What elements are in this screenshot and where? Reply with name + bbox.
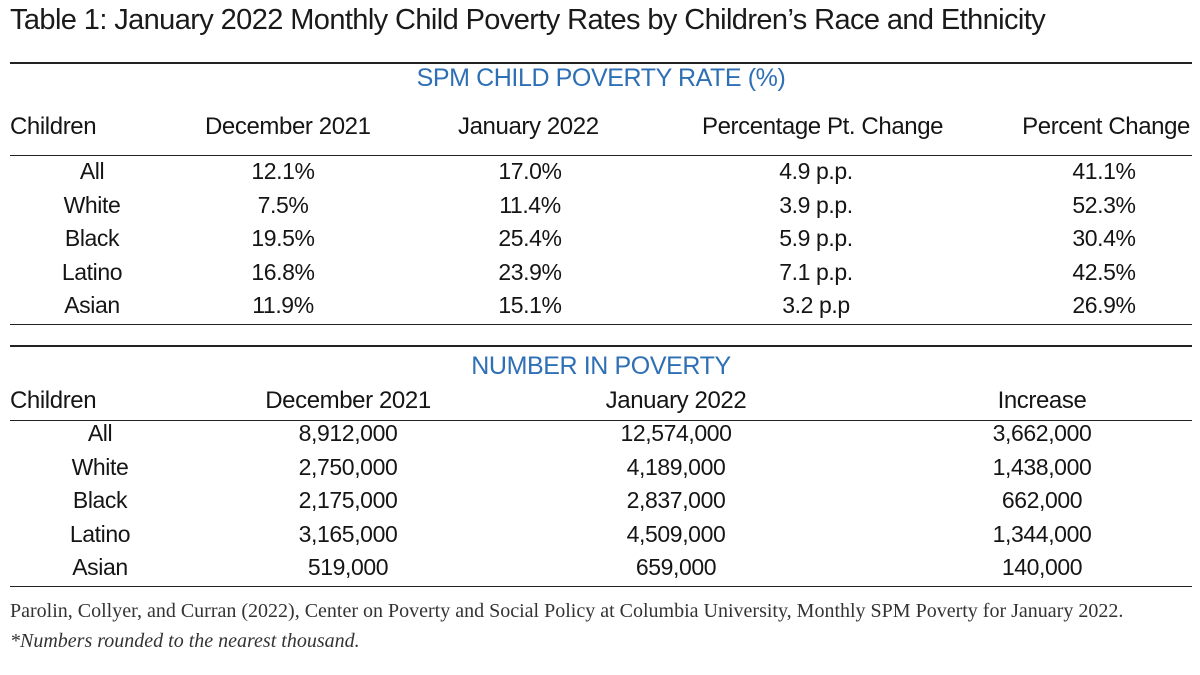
- number-row-cell: 662,000: [1001, 487, 1083, 513]
- rate-row-cell: 7.1 p.p.: [779, 258, 853, 285]
- rate-section-heading: SPM CHILD POVERTY RATE (%): [416, 64, 786, 92]
- number-row-cell: 12,574,000: [620, 420, 732, 446]
- rate-header-jan-2022: January 2022: [458, 113, 599, 140]
- rate-header-pct-change: Percent Change: [1022, 113, 1190, 140]
- number-header-children: Children: [10, 387, 97, 414]
- table-title: Table 1: January 2022 Monthly Child Pove…: [10, 4, 1046, 36]
- rate-row-cell: 5.9 p.p.: [779, 225, 853, 251]
- number-header-rule: [10, 420, 1192, 421]
- rate-row-cell: Black: [64, 225, 120, 251]
- number-row-cell: 3,165,000: [298, 520, 398, 547]
- number-row-cell: 3,662,000: [992, 420, 1092, 446]
- rate-row-cell: White: [63, 191, 121, 218]
- number-row-cell: 2,175,000: [298, 487, 398, 513]
- rate-row-cell: 41.1%: [1072, 158, 1136, 184]
- rounding-note: *Numbers rounded to the nearest thousand…: [10, 630, 360, 652]
- number-row-cell: 2,750,000: [298, 453, 398, 480]
- rate-header-children: Children: [10, 113, 97, 140]
- number-row-cell: 8,912,000: [298, 420, 398, 446]
- rate-header-rule: [10, 155, 1192, 156]
- rate-row-cell: Asian: [64, 292, 120, 318]
- rate-row-cell: 11.9%: [252, 292, 314, 318]
- rate-row-cell: 26.9%: [1072, 292, 1136, 318]
- rate-row-cell: 52.3%: [1072, 191, 1136, 218]
- rate-row-cell: 11.4%: [499, 191, 561, 218]
- rate-row-cell: 4.9 p.p.: [779, 158, 853, 184]
- rate-row-cell: 12.1%: [251, 158, 315, 184]
- number-row-cell: 4,189,000: [626, 453, 726, 480]
- rate-header-dec-2021: December 2021: [205, 113, 371, 140]
- number-row-cell: White: [71, 453, 129, 480]
- number-row-cell: Asian: [72, 554, 128, 580]
- number-section-heading: NUMBER IN POVERTY: [471, 352, 731, 380]
- number-top-rule: [10, 345, 1192, 347]
- source-footnote: Parolin, Collyer, and Curran (2022), Cen…: [10, 596, 1190, 656]
- rate-header-pp-change: Percentage Pt. Change: [702, 113, 944, 140]
- rate-row-cell: 17.0%: [498, 158, 562, 184]
- number-row-cell: Latino: [69, 520, 131, 547]
- rate-top-rule: [10, 62, 1192, 64]
- rate-row-cell: 42.5%: [1072, 258, 1136, 285]
- rate-row-cell: 3.2 p.p: [782, 292, 850, 318]
- number-header-increase: Increase: [997, 387, 1087, 414]
- rate-row-cell: 30.4%: [1072, 225, 1136, 251]
- rate-row-cell: 19.5%: [251, 225, 315, 251]
- number-row-cell: 519,000: [307, 554, 389, 580]
- number-header-dec-2021: December 2021: [265, 387, 431, 414]
- rate-row-cell: 7.5%: [257, 191, 309, 218]
- rate-row-cell: 3.9 p.p.: [779, 191, 853, 218]
- number-row-cell: 140,000: [1001, 554, 1083, 580]
- rate-row-cell: 25.4%: [498, 225, 562, 251]
- number-row-cell: 4,509,000: [626, 520, 726, 547]
- rate-row-cell: All: [79, 158, 105, 184]
- number-row-cell: All: [87, 420, 113, 446]
- rate-row-cell: 15.1%: [498, 292, 562, 318]
- number-bottom-rule: [10, 586, 1192, 587]
- number-row-cell: 1,344,000: [992, 520, 1092, 547]
- number-row-cell: Black: [72, 487, 128, 513]
- number-row-cell: 2,837,000: [626, 487, 726, 513]
- rate-bottom-rule: [10, 324, 1192, 325]
- rate-row-cell: 16.8%: [251, 258, 315, 285]
- number-header-jan-2022: January 2022: [605, 387, 747, 414]
- number-row-cell: 1,438,000: [992, 453, 1092, 480]
- rate-row-cell: Latino: [61, 258, 123, 285]
- number-row-cell: 659,000: [635, 554, 717, 580]
- rate-row-cell: 23.9%: [498, 258, 562, 285]
- source-text: Parolin, Collyer, and Curran (2022), Cen…: [10, 600, 1124, 622]
